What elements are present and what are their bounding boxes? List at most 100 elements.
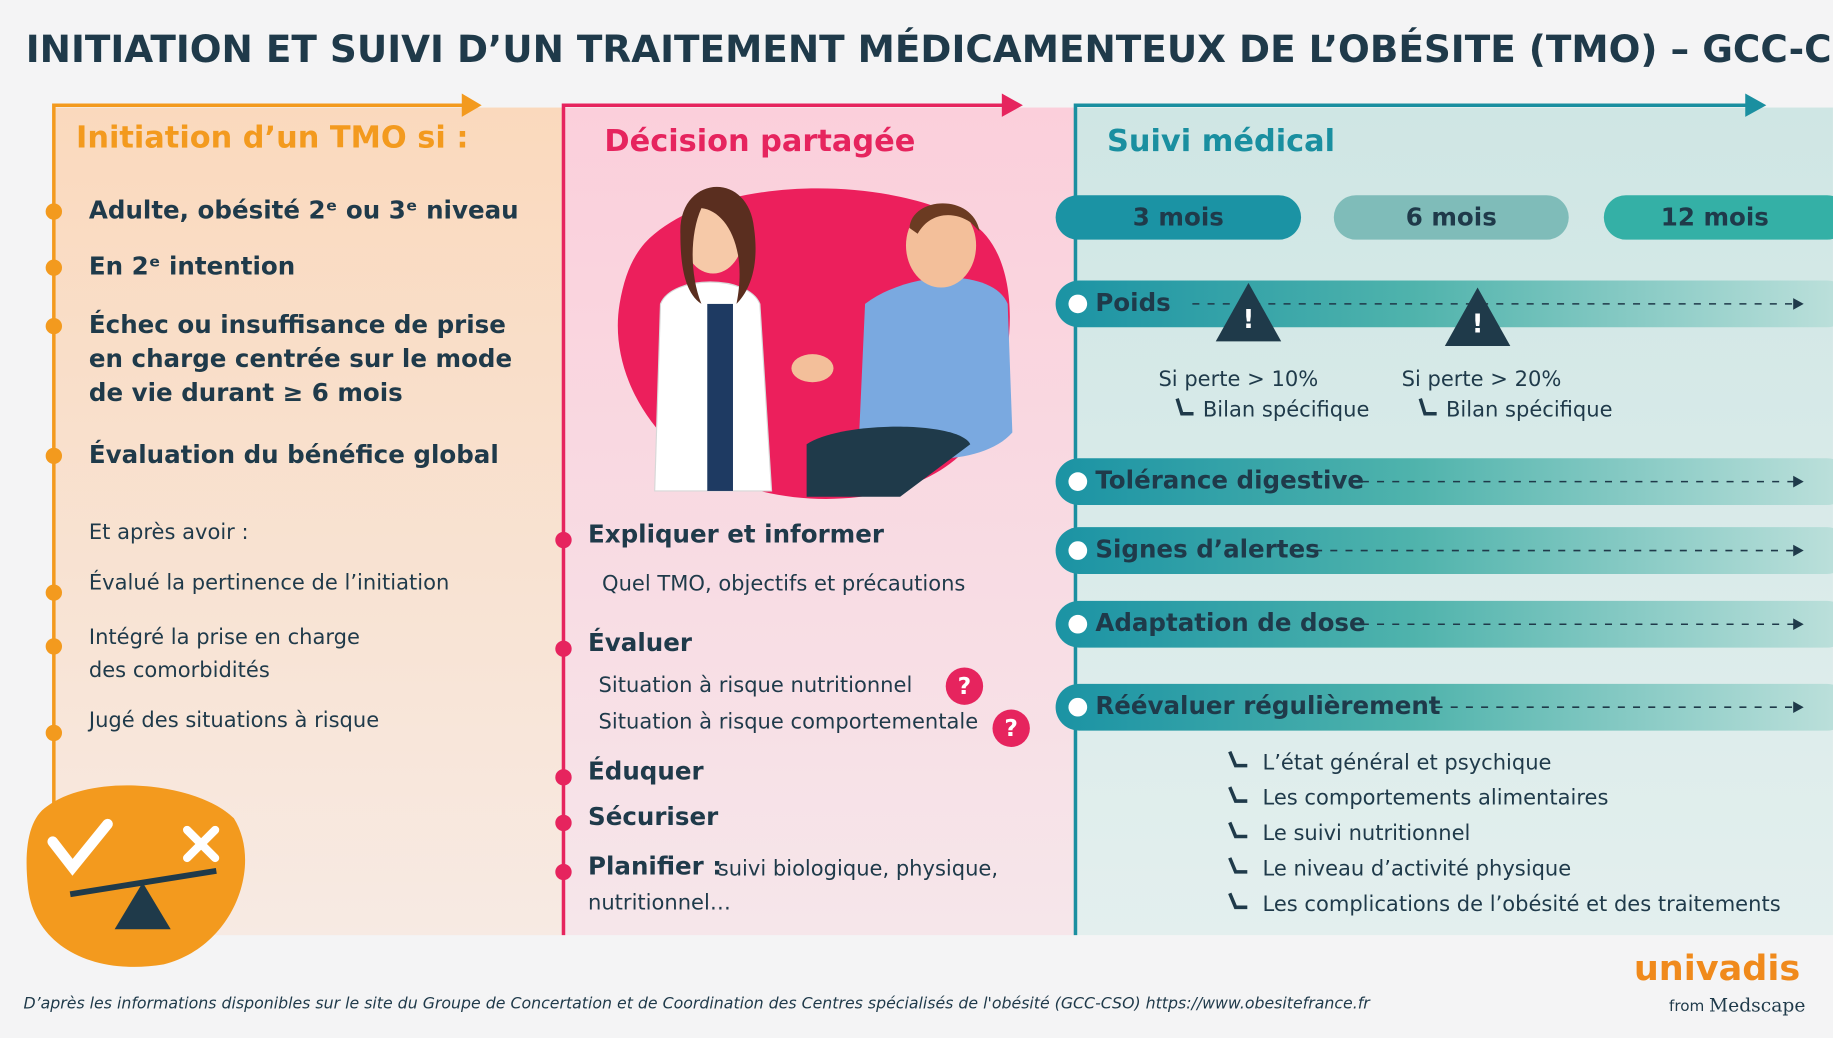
step-label: Expliquer et informer xyxy=(588,519,885,548)
arrow-teal xyxy=(1745,93,1767,117)
heading: Décision partagée xyxy=(604,124,915,159)
brand-logo: univadis xyxy=(1634,948,1800,989)
row-label: Réévaluer régulièrement xyxy=(1095,691,1440,720)
row-arrow xyxy=(1793,544,1804,557)
period-label: 12 mois xyxy=(1661,203,1769,232)
criterion: en charge centrée sur le mode xyxy=(89,344,512,373)
warning-mark: ! xyxy=(1472,309,1484,339)
question-mark: ? xyxy=(958,672,972,700)
handshake xyxy=(791,354,834,383)
row-dot xyxy=(1068,294,1088,314)
item-arrow xyxy=(1228,857,1248,874)
question-icon xyxy=(945,667,984,705)
timeline-orange xyxy=(52,103,466,807)
brand-partner: Medscape xyxy=(1709,995,1805,1016)
warning-icon xyxy=(1444,287,1511,346)
after-item: Jugé des situations à risque xyxy=(87,707,379,732)
patient-hair xyxy=(909,203,980,234)
step-label: Éduquer xyxy=(588,757,704,786)
row-bar xyxy=(1055,280,1833,328)
bullet xyxy=(555,531,572,549)
bullet xyxy=(45,447,63,465)
criterion: de vie durant ≥ 6 mois xyxy=(89,378,403,407)
heading: Initiation d’un TMO si : xyxy=(76,121,468,156)
bullet xyxy=(555,769,572,786)
period-label: 3 mois xyxy=(1133,203,1224,232)
icon-check xyxy=(47,818,113,876)
bullet xyxy=(45,584,63,601)
alert-action: Bilan spécifique xyxy=(1446,396,1613,421)
criterion: Évaluation du bénéfice global xyxy=(89,440,499,469)
bullet xyxy=(45,638,63,655)
row-bar xyxy=(1055,683,1833,731)
after-item: Intégré la prise en charge xyxy=(89,624,360,649)
period-pill xyxy=(1055,195,1302,240)
step-detail: nutritionnel… xyxy=(588,890,731,915)
criterion: Adulte, obésité 2ᵉ ou 3ᵉ niveau xyxy=(89,196,519,225)
step-label: Planifier : xyxy=(588,851,722,880)
suivi-content: 3 mois 6 mois 12 mois Poids! Si perte > 10% B… xyxy=(1055,195,1833,916)
period-pill xyxy=(1333,195,1569,240)
icon-fulcrum xyxy=(114,882,171,930)
item-arrow xyxy=(1228,821,1248,839)
bullet xyxy=(45,203,63,220)
patient-shirt xyxy=(859,277,1013,459)
row-arrow xyxy=(1793,298,1804,310)
alert-condition: Si perte > 10% xyxy=(1158,366,1318,391)
row-dot xyxy=(1068,697,1088,717)
step-detail: suivi biologique, physique, xyxy=(718,856,998,881)
row-bar xyxy=(1055,527,1833,574)
brand-from: from xyxy=(1669,997,1704,1015)
decision-list: Expliquer et informer Quel TMO, objectifs… xyxy=(555,519,1030,915)
alert-arrow xyxy=(1175,398,1194,416)
row-dot xyxy=(1068,614,1088,634)
title: INITIATION ET SUIVI D’UN TRAITEMENT MÉDI… xyxy=(26,27,1833,71)
warning-icon xyxy=(1215,282,1282,342)
alert-arrow xyxy=(1418,398,1437,416)
after-label: Et après avoir : xyxy=(89,519,249,544)
criterion: Échec ou insuffisance de prise xyxy=(89,310,506,339)
question-mark: ? xyxy=(1004,714,1018,742)
arrow-orange xyxy=(461,93,482,117)
alert-action: Bilan spécifique xyxy=(1203,396,1370,421)
doctor-shirt xyxy=(707,303,733,491)
reevaluer-item: Le niveau d’activité physique xyxy=(1263,856,1572,881)
bullet xyxy=(45,317,63,335)
alert-condition: Si perte > 20% xyxy=(1402,366,1562,391)
bullet xyxy=(45,259,63,276)
period-label: 6 mois xyxy=(1406,203,1497,232)
row-arrow xyxy=(1793,618,1804,631)
icon-cross xyxy=(183,825,220,863)
arrow-pink xyxy=(1001,93,1023,117)
after-item: Évalué la pertinence de l’initiation xyxy=(89,569,449,594)
footer-source: D’après les informations disponibles sur… xyxy=(23,994,1371,1013)
timeline-teal xyxy=(1073,103,1749,936)
reevaluer-item: Les comportements alimentaires xyxy=(1263,785,1609,810)
bullet xyxy=(555,863,572,881)
row-arrow xyxy=(1793,701,1804,714)
reevaluer-item: Les complications de l’obésité et des tr… xyxy=(1263,891,1781,916)
row-label: Adaptation de dose xyxy=(1095,608,1365,637)
step-detail: Situation à risque nutritionnel xyxy=(599,672,913,697)
step-label: Sécuriser xyxy=(588,802,719,831)
row-dot xyxy=(1068,541,1088,560)
step-detail: Quel TMO, objectifs et précautions xyxy=(602,570,965,595)
after-item: des comorbidités xyxy=(89,657,270,682)
reevaluer-item: Le suivi nutritionnel xyxy=(1263,820,1471,845)
row-label: Tolérance digestive xyxy=(1095,466,1364,495)
step-detail: Situation à risque comportementale xyxy=(599,708,979,733)
reevaluer-item: L’état général et psychique xyxy=(1263,749,1552,774)
illustration xyxy=(617,186,1013,499)
bullet xyxy=(555,814,572,832)
row-label: Poids xyxy=(1095,288,1170,317)
patient-legs xyxy=(806,426,971,497)
question-icon xyxy=(992,709,1030,747)
bullet xyxy=(555,640,572,657)
item-arrow xyxy=(1228,750,1248,768)
step-label: Évaluer xyxy=(588,628,693,657)
warning-mark: ! xyxy=(1243,305,1255,335)
item-arrow xyxy=(1228,786,1248,803)
